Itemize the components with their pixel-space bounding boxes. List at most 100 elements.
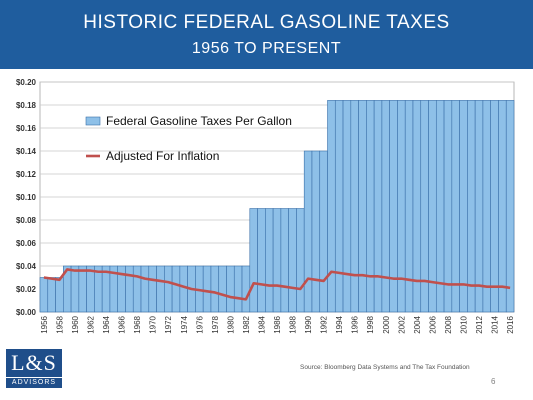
y-tick-label: $0.20 [16,78,37,87]
bar-2007 [435,100,445,313]
x-tick-label: 2004 [413,315,422,333]
x-tick-label: 1980 [226,315,235,333]
bar-1973 [171,265,181,313]
bar-2000 [381,100,390,313]
bar-1978 [210,265,220,313]
bar-2014 [490,100,499,313]
gas-tax-chart: $0.00 $0.02 $0.04 $0.06 $0.08 $0.10 $0.12 $0.14… [16,78,515,334]
bar-1968 [132,265,142,313]
title-banner: HISTORIC FEDERAL GASOLINE TAXES 1956 TO … [0,0,533,69]
bar-1989 [296,208,305,313]
x-tick-label: 2010 [460,315,469,333]
bar-1984 [257,208,266,313]
x-tick-label: 1992 [320,315,329,333]
x-tick-label: 1988 [289,315,298,333]
bar-1970 [148,265,157,313]
bar-1985 [265,208,274,313]
x-tick-label: 1968 [133,315,142,333]
inflation-line [43,268,511,301]
bar-2010 [459,100,468,313]
x-tick-label: 1972 [164,315,173,333]
bar-2009 [451,100,460,313]
y-tick-label: $0.16 [16,124,37,133]
y-tick-label: $0.06 [16,239,37,248]
bar-1962 [86,265,95,313]
bar-1983 [249,208,258,313]
y-tick-label: $0.18 [16,101,37,110]
bar-1994 [334,100,344,313]
bar-2008 [443,100,453,313]
bar-1956 [39,277,49,313]
x-tick-label: 1964 [102,315,111,333]
bar-1969 [140,265,150,313]
bar-1972 [164,265,173,313]
x-tick-label: 1978 [211,315,220,333]
bar-2006 [428,100,437,313]
bar-1993 [327,100,336,313]
bar-1987 [280,208,289,313]
x-tick-label: 1970 [149,315,158,333]
x-tick-label: 2000 [382,315,391,333]
bar-1961 [78,265,87,313]
bar-1960 [70,265,80,313]
x-tick-label: 1966 [118,315,127,333]
x-tick-label: 1984 [258,315,267,333]
bar-1980 [226,265,235,313]
bar-2011 [467,100,476,313]
y-tick-label: $0.08 [16,216,37,225]
bar-1995 [342,100,352,313]
legend-bar-swatch [85,116,101,126]
x-tick-label: 2016 [506,315,515,333]
bar-1977 [202,265,212,313]
x-tick-label: 1956 [40,315,49,333]
bar-1971 [156,265,165,313]
y-tick-label: $0.00 [16,308,37,317]
bar-1982 [241,265,251,313]
x-tick-label: 1996 [351,315,360,333]
x-tick-label: 2006 [428,315,437,333]
bar-1974 [179,265,188,313]
x-tick-label: 2012 [475,315,484,333]
bar-1996 [350,100,359,313]
legend-label-tax: Federal Gasoline Taxes Per Gallon [106,114,292,128]
bar-1986 [272,208,282,313]
bar-1999 [373,100,383,313]
bar-2015 [498,100,507,313]
x-tick-label: 2008 [444,315,453,333]
y-tick-label: $0.02 [16,285,37,294]
bar-2012 [474,100,484,313]
x-tick-label: 1976 [195,315,204,333]
x-tick-label: 1986 [273,315,282,333]
x-tick-label: 2002 [397,315,406,333]
x-tick-label: 1960 [71,315,80,333]
bar-2016 [505,100,515,313]
x-tick-label: 1974 [180,315,189,333]
company-logo: L&S ADVISORS [6,349,66,389]
x-tick-label: 1990 [304,315,313,333]
y-tick-label: $0.10 [16,193,37,202]
x-tick-label: 1958 [55,315,64,333]
source-note: Source: Bloomberg Data Systems and The T… [300,364,470,371]
chart-title: HISTORIC FEDERAL GASOLINE TAXES [83,12,450,33]
legend-label-inflation: Adjusted For Inflation [106,149,219,163]
bar-1991 [311,150,321,313]
bar-1992 [319,150,328,313]
bar-1958 [55,277,64,313]
bar-1997 [358,100,367,313]
x-tick-label: 1994 [335,315,344,333]
bar-1957 [47,277,56,313]
page-number: 6 [491,377,496,386]
x-tick-label: 1998 [366,315,375,333]
x-tick-label: 1962 [87,315,96,333]
bar-1998 [366,100,375,313]
bar-1988 [288,208,297,313]
y-tick-label: $0.12 [16,170,37,179]
bar-1981 [233,265,243,313]
chart-subtitle: 1956 TO PRESENT [191,40,342,57]
logo-subtitle: ADVISORS [6,378,62,388]
logo-mark: L&S [6,349,62,377]
y-tick-label: $0.04 [16,262,37,271]
bar-1967 [125,265,134,313]
y-tick-label: $0.14 [16,147,37,156]
x-tick-label: 2014 [491,315,500,333]
